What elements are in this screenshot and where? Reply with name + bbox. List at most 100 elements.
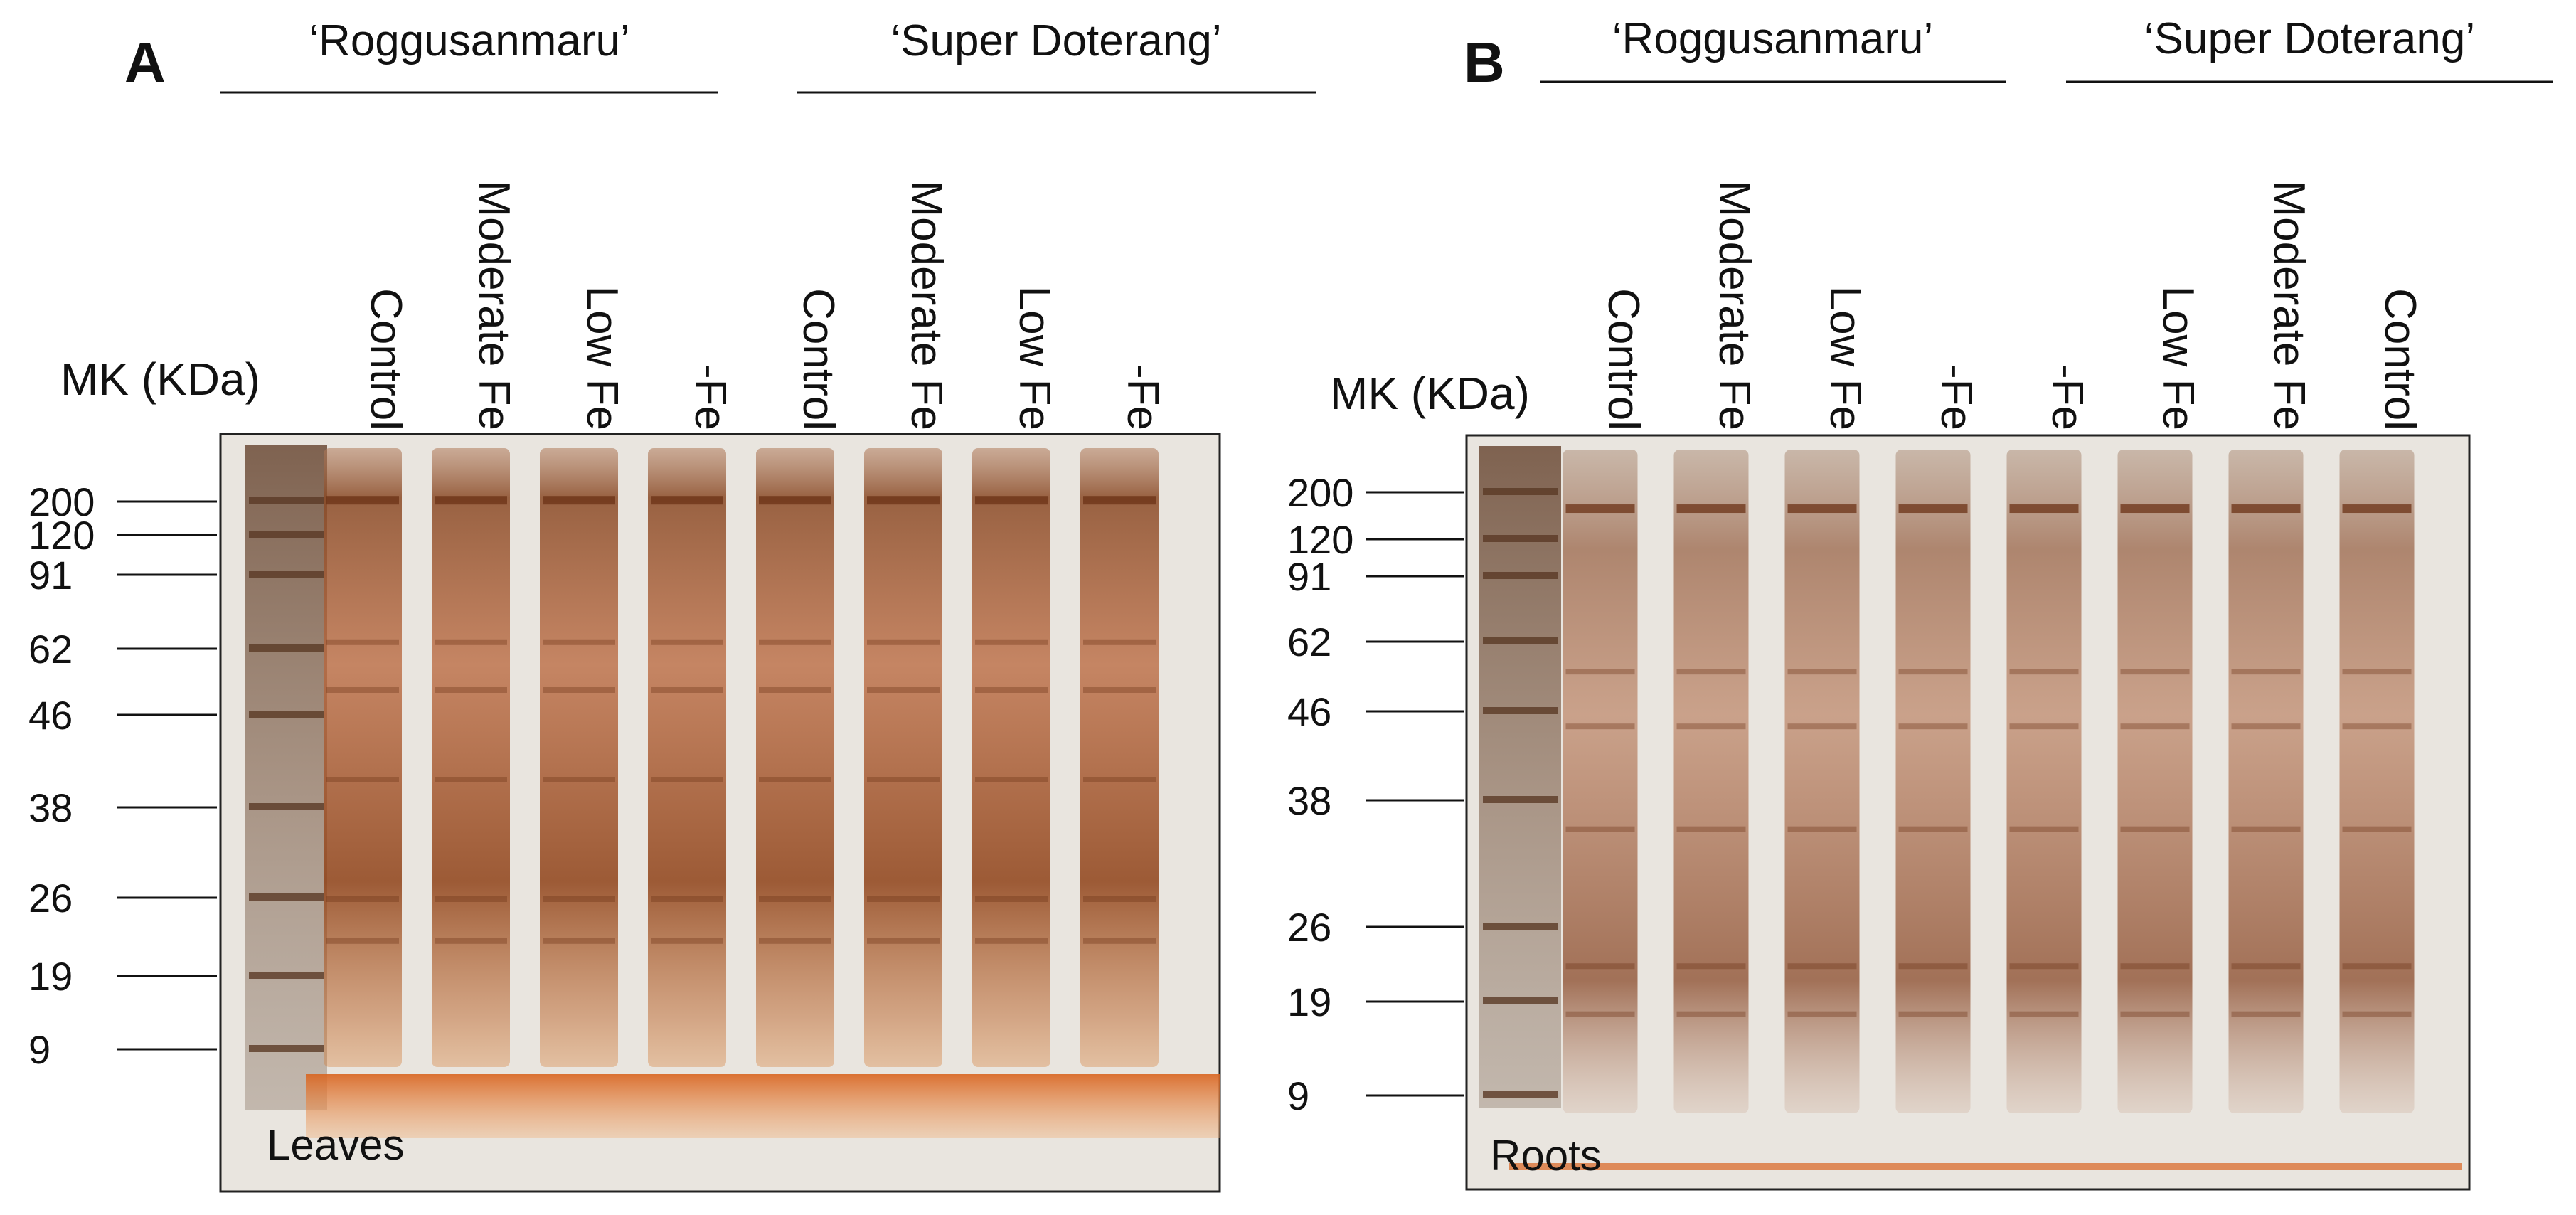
lane-label: Moderate Fe <box>902 180 951 430</box>
sample-lane <box>1080 448 1159 1067</box>
protein-band <box>1083 496 1156 505</box>
protein-band <box>975 496 1048 505</box>
marker-size-label: 9 <box>1287 1073 1309 1118</box>
marker-size-label: 46 <box>1287 689 1331 734</box>
protein-band <box>759 896 831 902</box>
sample-lane <box>1895 450 1971 1113</box>
protein-band <box>1787 963 1857 970</box>
protein-band <box>651 896 723 902</box>
protein-band <box>435 687 507 693</box>
marker-size-label: 26 <box>28 876 73 920</box>
protein-band <box>2231 826 2301 832</box>
protein-band <box>435 777 507 782</box>
sample-lane <box>1673 450 1749 1113</box>
lane-label: -Fe <box>2043 364 2092 430</box>
protein-band <box>651 938 723 944</box>
protein-band <box>975 896 1048 902</box>
protein-band <box>326 777 399 782</box>
dye-front <box>1509 1163 2462 1170</box>
marker-size-label: 26 <box>1287 905 1331 950</box>
protein-band <box>2231 669 2301 675</box>
protein-band <box>2009 826 2079 832</box>
marker-size-label: 120 <box>1287 517 1353 562</box>
protein-band <box>326 496 399 505</box>
marker-band <box>1483 572 1558 579</box>
panel-b: Control Moderate Fe Low Fe -Fe -Fe Low Fe Mode… <box>1287 14 2553 1191</box>
protein-band <box>543 777 615 782</box>
lane-label: Low Fe <box>1010 286 1059 430</box>
lane-label: -Fe <box>1118 364 1167 430</box>
protein-band <box>1676 723 1746 730</box>
protein-band <box>867 496 940 505</box>
protein-band <box>2120 963 2190 970</box>
protein-band <box>2342 504 2412 514</box>
protein-band <box>1898 1011 1968 1017</box>
sample-lane <box>1563 450 1638 1113</box>
protein-band <box>1676 826 1746 832</box>
protein-band <box>2342 963 2412 970</box>
marker-size-label: 38 <box>28 785 73 830</box>
protein-band <box>1676 504 1746 514</box>
protein-band <box>1565 669 1635 675</box>
marker-size-label: 91 <box>28 553 73 598</box>
protein-band <box>543 938 615 944</box>
protein-band <box>759 938 831 944</box>
protein-band <box>1898 963 1968 970</box>
protein-band <box>2120 826 2190 832</box>
marker-band <box>249 531 324 538</box>
protein-band <box>543 496 615 505</box>
protein-band <box>1083 896 1156 902</box>
protein-band <box>326 938 399 944</box>
protein-band <box>2009 1011 2079 1017</box>
marker-size-label: 120 <box>28 513 95 558</box>
protein-band <box>759 496 831 505</box>
protein-band <box>2120 1011 2190 1017</box>
marker-size-label: 19 <box>1287 980 1331 1024</box>
protein-band <box>326 687 399 693</box>
protein-band <box>759 777 831 782</box>
cultivar-group-label: ‘Roggusanmaru’ <box>1612 14 1933 63</box>
marker-band <box>249 1045 324 1052</box>
sample-lane <box>2228 450 2304 1113</box>
lane-label: Control <box>794 288 843 430</box>
protein-band <box>2231 963 2301 970</box>
protein-band <box>1787 504 1857 514</box>
protein-band <box>975 938 1048 944</box>
sample-lane <box>540 448 618 1067</box>
marker-size-label: 200 <box>1287 470 1353 515</box>
protein-band <box>1083 777 1156 782</box>
lane-label: Low Fe <box>1821 286 1870 430</box>
protein-band <box>651 687 723 693</box>
protein-band <box>2009 669 2079 675</box>
lane-label: Low Fe <box>578 286 627 430</box>
panel-letter: B <box>1464 31 1505 94</box>
lane-label: Moderate Fe <box>1710 180 1759 430</box>
sample-lane <box>648 448 726 1067</box>
protein-band <box>975 687 1048 693</box>
protein-band <box>1898 826 1968 832</box>
protein-band <box>2342 826 2412 832</box>
marker-band <box>1483 535 1558 542</box>
marker-band <box>1483 707 1558 714</box>
marker-lane <box>245 445 327 1110</box>
protein-band <box>651 777 723 782</box>
marker-size-label: 62 <box>1287 620 1331 664</box>
marker-band <box>249 803 324 810</box>
protein-band <box>2231 723 2301 730</box>
protein-band <box>2120 723 2190 730</box>
dye-front <box>306 1074 1220 1138</box>
protein-band <box>2009 504 2079 514</box>
lane-label: Control <box>2375 288 2425 430</box>
protein-band <box>1787 723 1857 730</box>
protein-band <box>759 639 831 645</box>
marker-band <box>249 571 324 578</box>
protein-band <box>651 496 723 505</box>
protein-band <box>543 639 615 645</box>
protein-band <box>1565 963 1635 970</box>
marker-lane <box>1479 446 1561 1108</box>
protein-band <box>1565 1011 1635 1017</box>
protein-band <box>435 639 507 645</box>
protein-band <box>1787 1011 1857 1017</box>
